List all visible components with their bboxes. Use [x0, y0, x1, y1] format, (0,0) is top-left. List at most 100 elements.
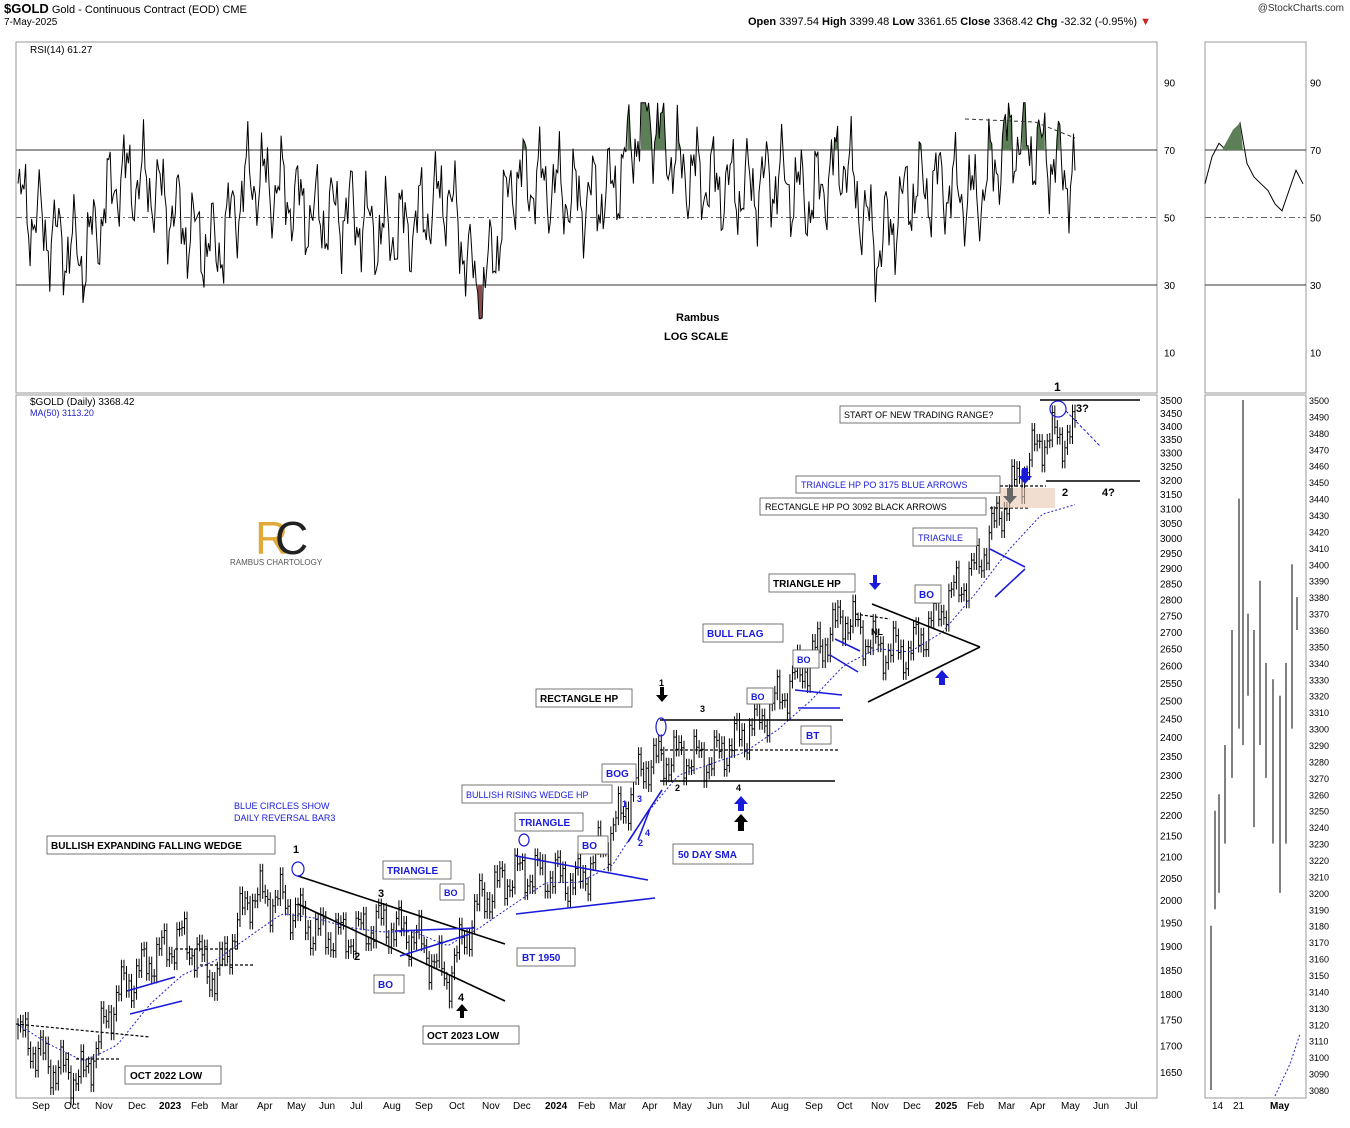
wave-3: 3	[700, 704, 705, 714]
high-label: High	[822, 16, 847, 28]
rsi-extreme-fill	[1056, 121, 1060, 150]
rambus-note: Rambus	[676, 312, 719, 324]
price-legend: $GOLD (Daily) 3368.42	[30, 397, 135, 408]
inset-price-tick-label: 3450	[1309, 478, 1329, 488]
inset-price-tick-label: 3440	[1309, 495, 1329, 505]
x-tick-label: Jun	[319, 1101, 335, 1112]
ohlc-readout: Open 3397.54 High 3399.48 Low 3361.65 Cl…	[748, 16, 1151, 29]
price-tick-label: 3300	[1160, 449, 1183, 460]
label-nl: NL	[871, 627, 883, 637]
rsi-extreme-fill	[641, 102, 652, 150]
price-tick-label: 2450	[1160, 715, 1183, 726]
price-tick-label: 3350	[1160, 435, 1183, 446]
price-tick-label: 2950	[1160, 549, 1183, 560]
x-tick-label: Mar	[609, 1101, 627, 1112]
dashed-neck-lines	[15, 485, 1046, 1060]
x-axis-labels: Sep Oct Nov Dec 2023 Feb Mar Apr May Jun Jul Aug Sep…	[32, 1101, 1138, 1112]
label-blue-circles-1: BLUE CIRCLES SHOW	[234, 801, 330, 811]
label-bo-4: BO	[751, 692, 765, 702]
rsi-axis-labels: 90 90 70 70 50 50 30 30 10 10	[1164, 79, 1322, 360]
inset-price-tick-label: 3210	[1309, 872, 1329, 882]
price-tick-label: 3050	[1160, 519, 1183, 530]
inset-rsi-line	[1204, 121, 1304, 212]
rsi-extreme-fill	[523, 139, 527, 150]
inset-price-tick-label: 3140	[1309, 987, 1329, 997]
inset-price-tick-label: 3190	[1309, 905, 1329, 915]
wave-1: 1	[293, 844, 299, 856]
wave-2-top: 2	[1062, 487, 1068, 499]
x-tick-label: Nov	[482, 1101, 500, 1112]
wave-3: 3	[378, 888, 384, 900]
blue-up-arrow	[935, 670, 949, 685]
inset-price-tick-label: 3320	[1309, 692, 1329, 702]
target-zone	[1000, 488, 1055, 508]
x-tick-label: 2024	[545, 1101, 568, 1112]
reversal-circle	[291, 861, 305, 877]
inset-price-tick-label: 3160	[1309, 955, 1329, 965]
price-tick-label: 2100	[1160, 852, 1183, 863]
inset-price-tick-label: 3080	[1309, 1086, 1329, 1096]
inset-price-tick-label: 3390	[1309, 577, 1329, 587]
label-start-new-range: START OF NEW TRADING RANGE?	[844, 410, 993, 420]
x-tick-label: Oct	[64, 1101, 80, 1112]
price-axis-labels: 3500 3450 3400 3350 3300 3250 3200 3150 3100 3050…	[1160, 396, 1183, 1079]
ma50-line	[17, 504, 1076, 1061]
inset-rsi	[1204, 121, 1304, 212]
price-tick-label: 2200	[1160, 811, 1183, 822]
wave-2: 2	[675, 783, 680, 793]
price-tick-label: 3150	[1160, 490, 1183, 501]
inset-rsi-tick-label: 50	[1310, 214, 1322, 225]
inset-price-tick-label: 3110	[1309, 1037, 1328, 1047]
inset-price-tick-label: 3380	[1309, 593, 1329, 603]
inset-price-tick-label: 3480	[1309, 429, 1329, 439]
rsi-line	[17, 102, 1076, 320]
inset-price-tick-label: 3370	[1309, 610, 1329, 620]
black-up-arrow	[734, 814, 748, 831]
blue-up-arrow	[734, 796, 748, 811]
price-tick-label: 1700	[1160, 1041, 1183, 1052]
chart-canvas: 90 90 70 70 50 50 30 30 10 10 RSI(14) 61.27 Rambu…	[15, 41, 1329, 1112]
price-tick-label: 3250	[1160, 462, 1183, 473]
label-triangle-hp-po: TRIANGLE HP PO 3175 BLUE ARROWS	[801, 480, 967, 490]
label-bt-1950: BT 1950	[522, 953, 561, 964]
inset-price-tick-label: 3130	[1309, 1004, 1329, 1014]
ma-legend: MA(50) 3113.20	[30, 408, 94, 418]
price-tick-label: 1900	[1160, 942, 1183, 953]
label-50-day-sma: 50 DAY SMA	[678, 850, 737, 861]
price-tick-label: 2250	[1160, 791, 1183, 802]
label-oct-2022-low: OCT 2022 LOW	[130, 1071, 203, 1082]
blue-pattern-lines	[126, 410, 1101, 1015]
price-tick-label: 3450	[1160, 409, 1183, 420]
price-tick-label: 1800	[1160, 990, 1183, 1001]
rsi-extreme-fill	[988, 118, 992, 150]
inset-price-tick-label: 3120	[1309, 1020, 1329, 1030]
wave-1-top: 1	[1054, 380, 1061, 394]
x-tick-label: Jul	[737, 1101, 750, 1112]
rsi-extreme-fill	[834, 125, 838, 150]
x-tick-label: Apr	[257, 1101, 273, 1112]
x-tick-label: Jul	[350, 1101, 363, 1112]
x-tick-label: Feb	[578, 1101, 596, 1112]
inset-price-tick-label: 3420	[1309, 527, 1329, 537]
price-tick-label: 2750	[1160, 612, 1183, 623]
inset-price-tick-label: 3220	[1309, 856, 1329, 866]
price-tick-label: 3400	[1160, 422, 1183, 433]
label-bo-1: BO	[444, 888, 458, 898]
x-tick-label: Oct	[837, 1101, 853, 1112]
price-tick-label: 1950	[1160, 919, 1183, 930]
label-rectangle-hp-po: RECTANGLE HP PO 3092 BLACK ARROWS	[765, 502, 947, 512]
x-tick-label: Oct	[449, 1101, 465, 1112]
price-panel-frame	[15, 394, 1158, 1099]
chg-label: Chg	[1036, 16, 1058, 28]
x-tick-label: Jun	[707, 1101, 723, 1112]
inset-price-tick-label: 3260	[1309, 790, 1329, 800]
price-tick-label: 2300	[1160, 771, 1183, 782]
inset-x-tick-label: May	[1270, 1101, 1290, 1112]
blue-down-arrow	[1018, 468, 1032, 484]
rsi-legend: RSI(14) 61.27	[30, 45, 93, 56]
inset-price-tick-label: 3230	[1309, 840, 1329, 850]
price-tick-label: 2800	[1160, 595, 1183, 606]
x-tick-label: Dec	[903, 1101, 921, 1112]
rsi-tick-label: 70	[1164, 146, 1176, 157]
label-triagnle: TRIAGNLE	[918, 533, 963, 543]
